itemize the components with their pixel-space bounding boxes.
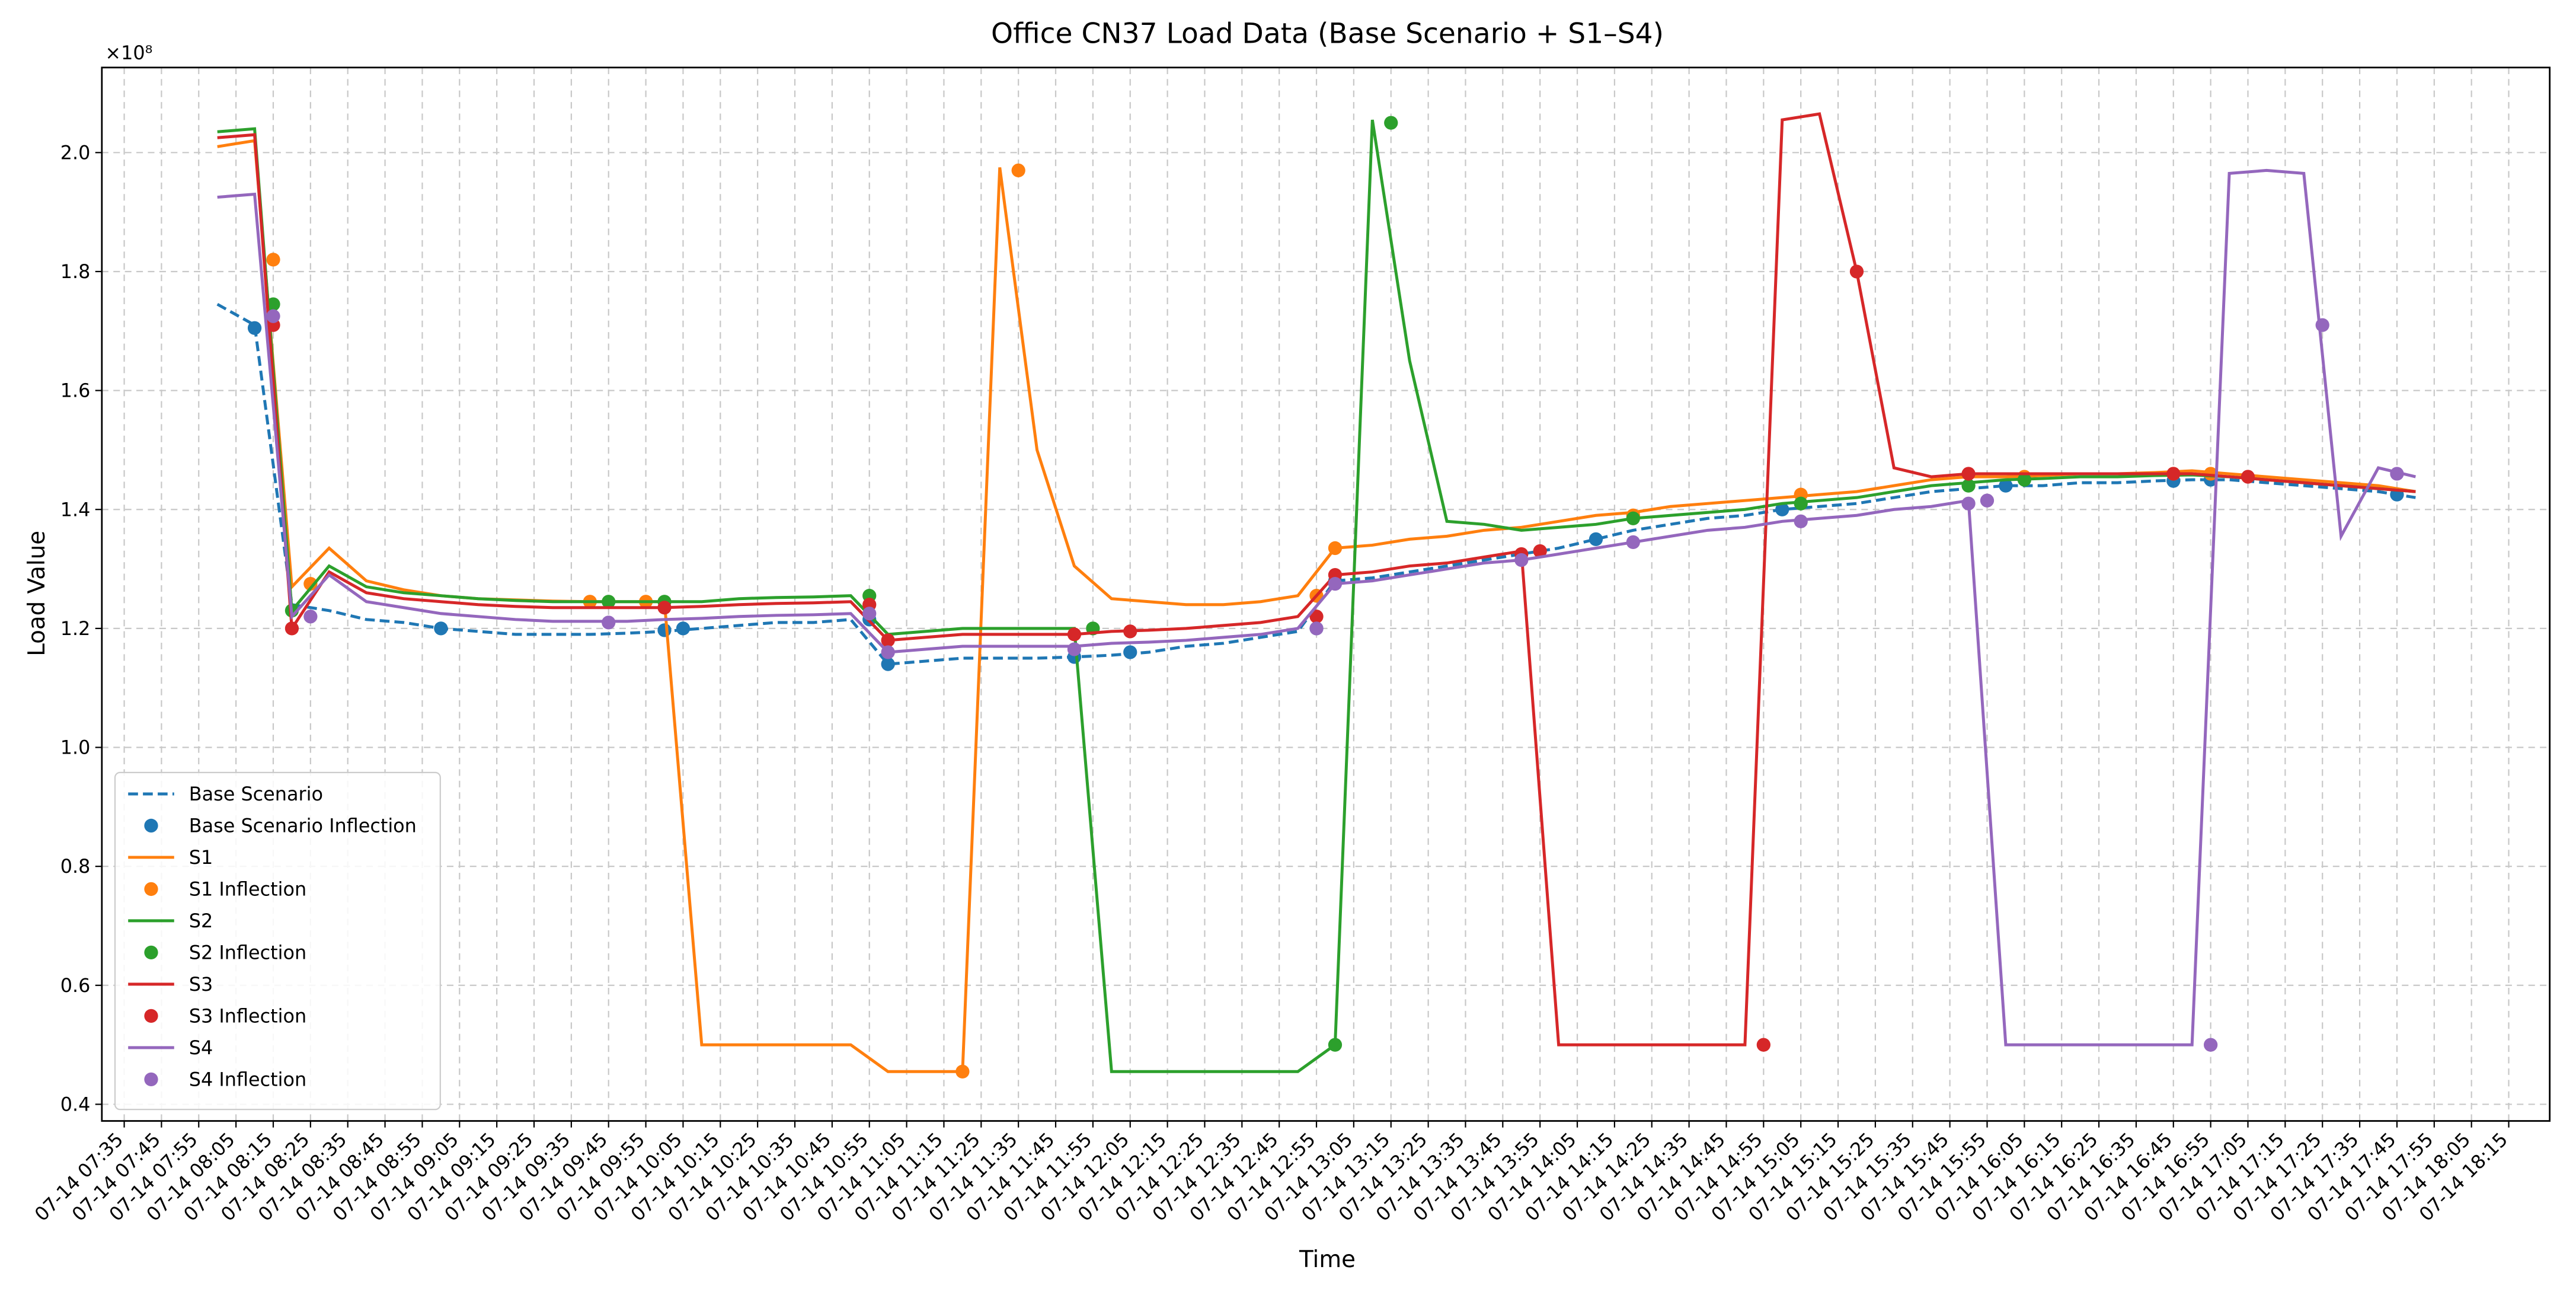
inflection-point: [285, 621, 299, 636]
y-tick-label: 1.0: [60, 736, 91, 759]
y-tick-label: 0.8: [60, 855, 91, 878]
inflection-point: [266, 297, 280, 311]
inflection-point: [1589, 532, 1603, 547]
y-tick-label: 1.2: [60, 617, 91, 640]
inflection-point: [955, 1064, 970, 1079]
inflection-point: [266, 253, 280, 267]
inflection-point: [1849, 264, 1864, 279]
inflection-point: [1011, 163, 1025, 178]
chart-title: Office CN37 Load Data (Base Scenario + S…: [991, 17, 1664, 50]
inflection-point: [602, 595, 616, 609]
inflection-point: [1328, 541, 1343, 556]
inflection-point: [266, 309, 280, 323]
legend-marker: [144, 1009, 158, 1023]
inflection-point: [2315, 318, 2329, 332]
legend-label: Base Scenario Inflection: [189, 815, 417, 837]
x-axis-label: Time: [1299, 1246, 1356, 1273]
inflection-point: [602, 615, 616, 630]
inflection-point: [657, 623, 672, 637]
legend-label: S4: [189, 1036, 213, 1059]
legend-marker: [144, 818, 158, 833]
inflection-point: [1067, 627, 1082, 642]
inflection-point: [303, 576, 318, 591]
inflection-point: [881, 645, 895, 659]
legend-marker: [144, 945, 158, 960]
series-line: [217, 168, 2416, 1047]
inflection-point: [1961, 478, 1976, 493]
legend-label: S3: [189, 973, 213, 996]
y-offset-label: ×10⁸: [105, 42, 152, 64]
inflection-point: [1514, 553, 1529, 567]
inflection-point: [2166, 467, 2181, 481]
legend-marker: [144, 882, 158, 897]
inflection-point: [2390, 467, 2404, 481]
inflection-point: [1533, 544, 1547, 559]
inflection-point: [2241, 470, 2255, 484]
inflection-point: [1067, 642, 1082, 656]
y-tick-label: 2.0: [60, 141, 91, 164]
inflection-point: [1309, 610, 1324, 624]
inflection-point: [1980, 493, 1995, 508]
inflection-point: [2017, 473, 2031, 487]
y-tick-label: 0.6: [60, 974, 91, 997]
inflection-point: [657, 601, 672, 615]
inflection-point: [862, 607, 877, 621]
inflection-point: [1384, 116, 1398, 130]
inflection-point: [1794, 496, 1808, 511]
legend-label: Base Scenario: [189, 783, 323, 805]
inflection-point: [1961, 467, 1976, 481]
y-tick-label: 1.6: [60, 379, 91, 402]
inflection-point: [676, 621, 691, 636]
y-tick-label: 0.4: [60, 1093, 91, 1116]
inflection-point: [1123, 645, 1137, 659]
inflection-point: [881, 657, 895, 671]
y-tick-label: 1.4: [60, 498, 91, 521]
legend-label: S1 Inflection: [189, 878, 306, 901]
inflection-point: [2203, 1038, 2218, 1052]
inflection-point: [1775, 502, 1789, 516]
inflection-point: [881, 633, 895, 647]
legend-label: S3 Inflection: [189, 1004, 306, 1027]
legend-label: S2: [189, 910, 213, 932]
inflection-point: [1794, 514, 1808, 528]
inflection-point: [434, 621, 448, 636]
inflection-point: [303, 610, 318, 624]
legend-label: S2 Inflection: [189, 942, 306, 964]
inflection-point: [1328, 576, 1343, 591]
inflection-point: [1626, 511, 1640, 525]
inflection-point: [1123, 624, 1137, 639]
inflection-point: [1999, 478, 2013, 493]
legend-label: S4 Inflection: [189, 1068, 306, 1090]
legend-marker: [144, 1072, 158, 1087]
y-axis-label: Load Value: [24, 531, 50, 656]
series-line: [217, 119, 2416, 1073]
inflection-point: [1626, 535, 1640, 550]
series-line: [217, 112, 2416, 1047]
plot-frame: [101, 66, 2551, 1122]
inflection-point: [247, 321, 262, 335]
legend-box: [114, 771, 441, 1111]
inflection-point: [1961, 496, 1976, 511]
y-tick-label: 1.8: [60, 260, 91, 283]
inflection-point: [1309, 621, 1324, 636]
legend-label: S1: [189, 846, 213, 869]
inflection-point: [1328, 1038, 1343, 1052]
inflection-point: [1756, 1038, 1770, 1052]
